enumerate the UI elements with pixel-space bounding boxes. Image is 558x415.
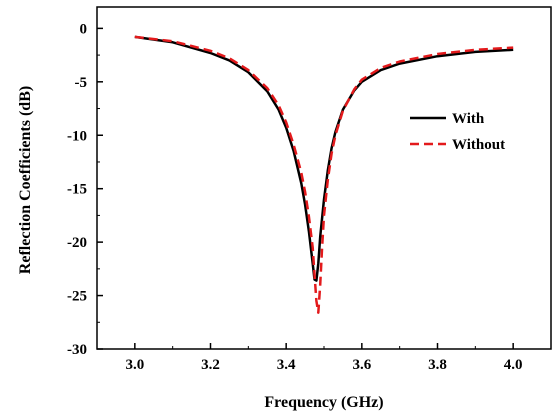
- y-tick-label: -15: [67, 182, 87, 198]
- y-tick-label: -25: [67, 289, 87, 305]
- x-tick-label: 3.2: [201, 357, 220, 373]
- series-line-without: [134, 35, 514, 314]
- y-tick-label: -5: [75, 75, 88, 91]
- legend: With Without: [410, 111, 505, 153]
- y-tick-label: -10: [67, 128, 87, 144]
- legend-label-without: Without: [452, 137, 505, 153]
- x-tick-label: 3.6: [352, 357, 371, 373]
- y-axis-title: Reflection Coefficients (dB): [17, 86, 34, 274]
- x-tick-label: 3.8: [428, 357, 447, 373]
- axis-layer: 3.0 3.2 3.4 3.6 3.8 4.0 0 -5 -10 -15 -20 -25 -30: [67, 21, 552, 373]
- series-line-with: [134, 35, 514, 282]
- series-layer: [134, 35, 514, 314]
- x-tick-label: 4.0: [504, 357, 523, 373]
- y-tick-label: -30: [67, 342, 87, 358]
- x-tick-label: 3.0: [125, 357, 144, 373]
- plot-frame: [96, 6, 552, 350]
- legend-label-with: With: [452, 111, 485, 127]
- x-axis-title: Frequency (GHz): [264, 394, 383, 411]
- y-tick-label: 0: [80, 21, 88, 37]
- y-tick-label: -20: [67, 235, 87, 251]
- x-tick-label: 3.4: [277, 357, 296, 373]
